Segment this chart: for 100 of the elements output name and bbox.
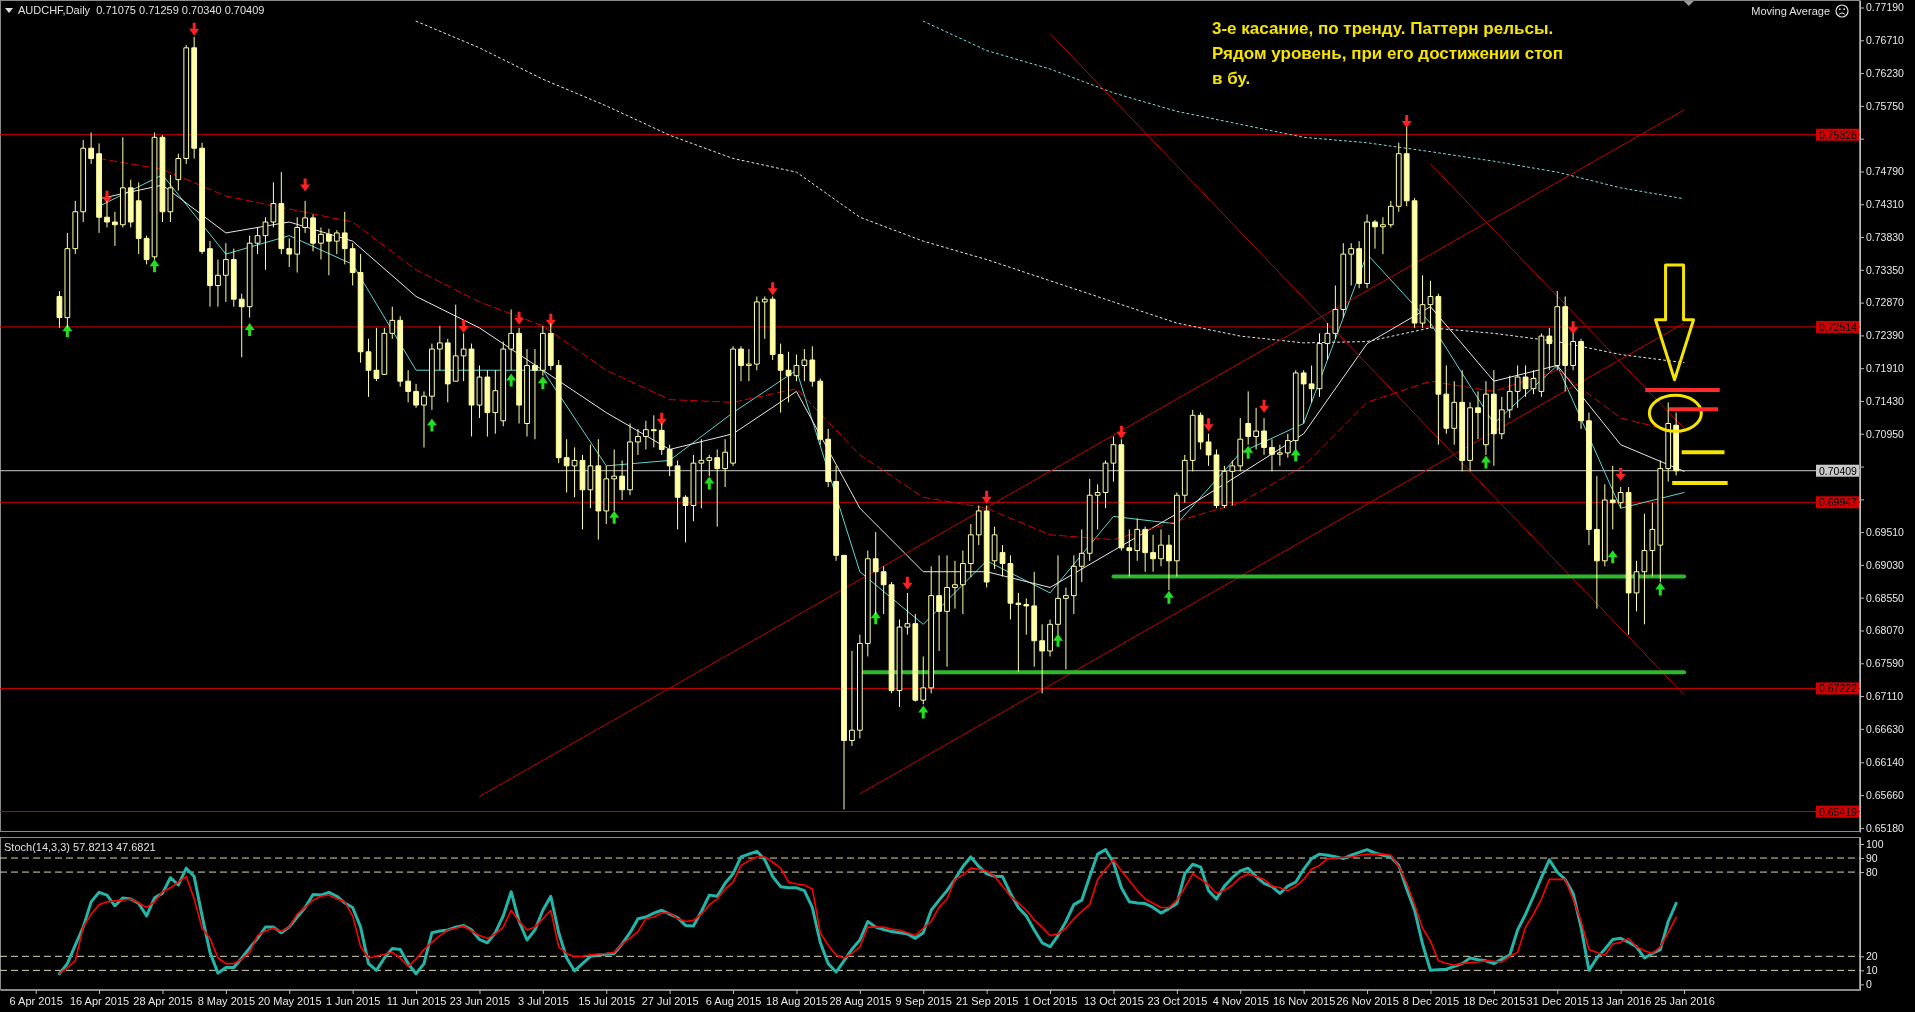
candlestick xyxy=(864,550,871,657)
point xyxy=(244,322,255,336)
candlestick xyxy=(167,174,174,223)
candlestick xyxy=(698,438,705,509)
candlestick xyxy=(1047,619,1053,657)
candlestick xyxy=(841,554,847,810)
x-tick-label: 13 Oct 2015 xyxy=(1084,994,1144,1007)
candlestick xyxy=(627,423,633,496)
point xyxy=(1052,633,1063,647)
point xyxy=(1243,445,1254,459)
candlestick xyxy=(1261,417,1267,456)
candlestick xyxy=(1649,502,1656,578)
candlestick xyxy=(833,465,839,562)
candlestick xyxy=(516,327,522,425)
candlestick xyxy=(1601,483,1608,567)
candlestick xyxy=(1490,369,1497,467)
candlestick xyxy=(1594,475,1600,610)
candlestick xyxy=(777,343,784,414)
candlestick xyxy=(809,345,816,388)
candlestick xyxy=(825,428,832,488)
candlestick xyxy=(1086,478,1093,562)
candlestick xyxy=(1451,380,1458,446)
candlestick xyxy=(761,295,768,340)
chart-title: Stoch(14,3,3) 57.8213 47.6821 xyxy=(4,841,156,853)
candlestick xyxy=(421,390,427,448)
point xyxy=(545,313,556,327)
y-tick-label: 0.68070 xyxy=(1866,624,1905,637)
x-tick-label: 4 Nov 2015 xyxy=(1212,994,1269,1007)
candlestick xyxy=(1443,364,1450,435)
point xyxy=(1290,448,1301,462)
candlestick xyxy=(635,428,641,456)
candlestick xyxy=(72,200,79,255)
candlestick xyxy=(1094,483,1101,530)
candlestick xyxy=(1142,526,1149,573)
y-tick-label: 0.72390 xyxy=(1866,329,1905,342)
point xyxy=(1480,455,1491,469)
candlestick xyxy=(880,565,887,615)
point xyxy=(1259,399,1270,413)
point xyxy=(1401,114,1412,128)
y-tick-label: 0.67110 xyxy=(1866,689,1904,702)
point xyxy=(918,705,929,719)
candlestick xyxy=(975,504,982,546)
candlestick xyxy=(484,369,491,437)
annotation: 3-е касание, по тренду. Паттерн рельсы. Рядом уровень, при его достижении стоп в бу. xyxy=(1212,19,1563,88)
x-tick-label: 18 Dec 2015 xyxy=(1463,994,1526,1007)
candlestick xyxy=(650,414,657,448)
y-tick-label: 0.66140 xyxy=(1866,756,1905,769)
candlestick xyxy=(302,200,308,234)
candlestick xyxy=(175,153,182,192)
candlestick xyxy=(928,565,935,694)
candlestick xyxy=(349,242,356,287)
candlestick xyxy=(1269,438,1275,472)
candlestick xyxy=(1348,242,1355,287)
candlestick xyxy=(183,44,190,165)
candlestick xyxy=(643,420,649,450)
y-tick-label: 0.67590 xyxy=(1866,657,1905,670)
ref-line-label: 0.69947 xyxy=(1819,496,1858,509)
x-tick-label: 11 Jun 2015 xyxy=(386,994,447,1007)
y-tick-label: 0.71910 xyxy=(1866,362,1905,375)
x-tick-label: 16 Apr 2015 xyxy=(69,994,130,1007)
x-tick-label: 23 Oct 2015 xyxy=(1147,994,1208,1007)
candlestick xyxy=(1578,338,1584,430)
candlestick xyxy=(1340,242,1347,319)
point xyxy=(1615,468,1626,482)
candlestick xyxy=(1173,492,1180,578)
candlestick xyxy=(1364,213,1370,289)
candlestick xyxy=(326,228,332,276)
candlestick xyxy=(1372,219,1378,250)
candlestick xyxy=(88,132,95,165)
y-tick-label: 0.75750 xyxy=(1866,99,1905,112)
x-tick-label: 28 Aug 2015 xyxy=(829,994,892,1007)
candlestick xyxy=(1078,528,1085,583)
ref-line-label: 0.65419 xyxy=(1819,805,1858,818)
candlestick xyxy=(936,554,942,652)
candlestick xyxy=(135,181,142,255)
point xyxy=(458,319,469,333)
candlestick xyxy=(714,448,721,528)
y-tick-label: 90 xyxy=(1866,851,1878,864)
y-tick-label: 0.66630 xyxy=(1866,722,1905,735)
candlestick xyxy=(1039,623,1046,694)
candlestick xyxy=(595,438,602,541)
ref-line-label: 0.75328 xyxy=(1819,128,1858,141)
candlestick xyxy=(1657,459,1664,583)
candlestick xyxy=(1197,412,1204,450)
x-tick-label: 1 Oct 2015 xyxy=(1023,994,1078,1007)
candlestick xyxy=(127,179,134,228)
y-tick-label: 10 xyxy=(1866,964,1878,977)
candlestick xyxy=(532,348,538,440)
candlestick xyxy=(333,229,340,255)
candlestick xyxy=(1150,534,1156,573)
y-tick-label: 0.74310 xyxy=(1866,198,1905,211)
candlestick xyxy=(80,139,87,223)
candlestick xyxy=(207,240,213,308)
y-tick-label: 0.69030 xyxy=(1866,558,1905,571)
x-tick-label: 26 Nov 2015 xyxy=(1336,994,1399,1007)
candlestick xyxy=(619,459,625,501)
y-tick-label: 0 xyxy=(1866,978,1872,991)
candlestick xyxy=(1070,554,1077,615)
point xyxy=(704,476,715,490)
candlestick xyxy=(1031,571,1038,668)
